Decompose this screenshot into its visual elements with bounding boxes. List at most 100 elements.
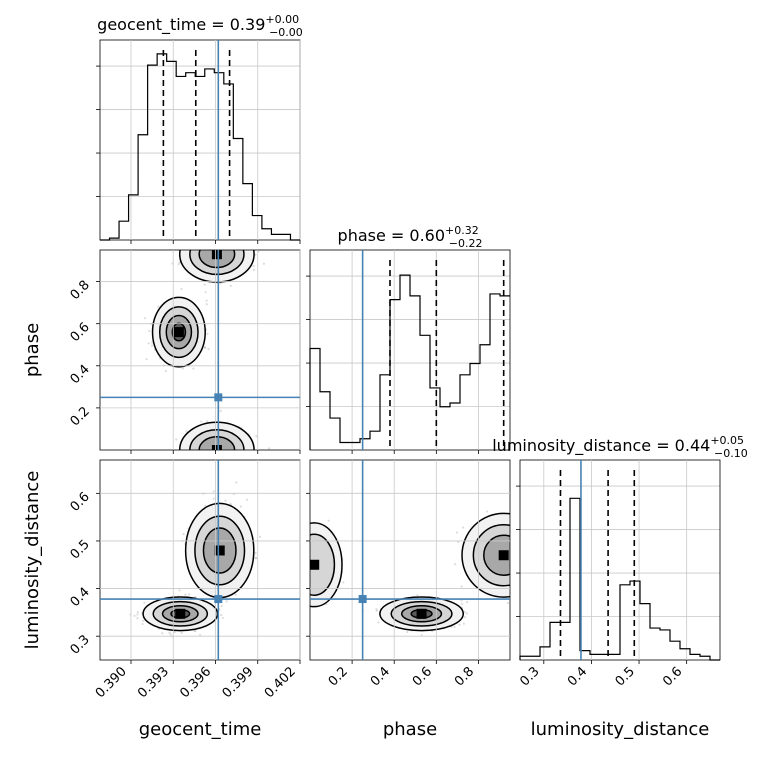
sample-point	[457, 540, 460, 544]
sample-point	[292, 561, 294, 563]
panel-phase-vs-geocent-time: 0.2 0.4 0.6 0.8	[68, 220, 301, 486]
sample-point	[229, 241, 231, 243]
sample-point	[514, 578, 516, 580]
sample-point	[180, 471, 182, 473]
sample-point	[206, 332, 209, 335]
sample-point	[234, 452, 236, 454]
truth-marker	[214, 595, 223, 604]
sample-point	[512, 554, 514, 556]
sample-point	[235, 478, 237, 480]
sample-point	[214, 457, 216, 459]
sample-point	[532, 548, 534, 550]
sample-point	[220, 246, 222, 248]
tick-label-x: 0.4	[565, 664, 590, 689]
sample-point	[300, 549, 302, 551]
sample-point	[463, 610, 466, 614]
sample-point	[205, 303, 208, 306]
sample-point	[252, 268, 256, 272]
sample-point	[212, 241, 214, 243]
sample-point	[465, 612, 469, 615]
sample-point	[517, 530, 519, 532]
sample-point	[458, 623, 461, 626]
sample-point	[205, 299, 208, 302]
density-peak	[211, 445, 222, 450]
sample-point	[527, 552, 529, 554]
sample-point	[204, 477, 206, 479]
sample-point	[213, 240, 215, 242]
sample-point	[197, 247, 199, 249]
sample-point	[168, 631, 171, 634]
sample-point	[228, 242, 230, 244]
sample-point	[462, 622, 465, 625]
sample-point	[164, 369, 167, 373]
hist-panel-luminosity-distance: 0.3 0.4 0.5 0.6	[516, 459, 721, 689]
sample-point	[216, 236, 218, 238]
sample-point	[460, 602, 464, 606]
sample-point	[209, 450, 211, 452]
sample-point	[302, 596, 304, 598]
sample-point	[218, 457, 220, 459]
sample-point	[535, 559, 537, 561]
sample-point	[202, 241, 204, 243]
sample-point	[201, 221, 203, 223]
sample-point	[203, 346, 206, 349]
sample-point	[241, 237, 243, 239]
sample-point	[220, 247, 222, 249]
sample-point	[308, 570, 310, 572]
sample-point	[212, 490, 215, 493]
sample-point	[522, 570, 524, 572]
sample-point	[191, 236, 193, 238]
sample-point	[223, 240, 225, 242]
sample-point	[534, 552, 536, 554]
sample-point	[221, 455, 223, 457]
sample-point	[234, 593, 237, 596]
sample-point	[229, 454, 231, 456]
sample-point	[193, 629, 196, 632]
sample-point	[205, 247, 207, 249]
sample-point	[511, 571, 513, 573]
sample-point	[527, 546, 529, 548]
title-geocent-time-base: geocent_time = 0.39	[97, 15, 265, 35]
sample-point	[238, 220, 240, 222]
sample-point	[232, 237, 234, 239]
sample-point	[213, 453, 215, 455]
title-phase-upper: +0.32	[445, 224, 479, 237]
sample-point	[465, 600, 469, 604]
sample-point	[227, 245, 229, 247]
title-geocent-time: geocent_time = 0.39+0.00 −0.00	[97, 13, 303, 39]
sample-point	[223, 245, 225, 247]
sample-point	[525, 560, 527, 562]
sample-point	[228, 484, 230, 486]
sample-point	[305, 579, 307, 581]
sample-point	[252, 471, 254, 473]
sample-point	[308, 596, 310, 598]
sample-point	[191, 474, 193, 476]
density-peak	[498, 550, 509, 561]
truth-marker	[358, 595, 367, 604]
sample-point	[190, 242, 192, 244]
sample-point	[219, 409, 222, 413]
hist-panel-phase	[306, 249, 511, 454]
sample-point	[221, 457, 223, 459]
sample-point	[220, 462, 222, 464]
tick-label-x: 0.393	[135, 664, 172, 701]
contour-level	[198, 435, 236, 450]
sample-point	[305, 579, 307, 581]
sample-point	[211, 472, 213, 474]
sample-point	[198, 240, 200, 242]
sample-point	[196, 243, 198, 245]
sample-point	[233, 454, 235, 456]
sample-point	[511, 572, 513, 574]
sample-point	[291, 569, 293, 571]
sample-point	[517, 552, 519, 554]
sample-point	[255, 452, 257, 454]
sample-point	[209, 452, 211, 454]
tick-label-y: 0.5	[68, 537, 93, 562]
sample-point	[216, 242, 218, 244]
sample-point	[227, 242, 229, 244]
sample-point	[377, 621, 380, 624]
sample-point	[220, 613, 223, 617]
sample-point	[303, 584, 305, 586]
sample-point	[235, 241, 237, 243]
sample-point	[199, 475, 201, 477]
